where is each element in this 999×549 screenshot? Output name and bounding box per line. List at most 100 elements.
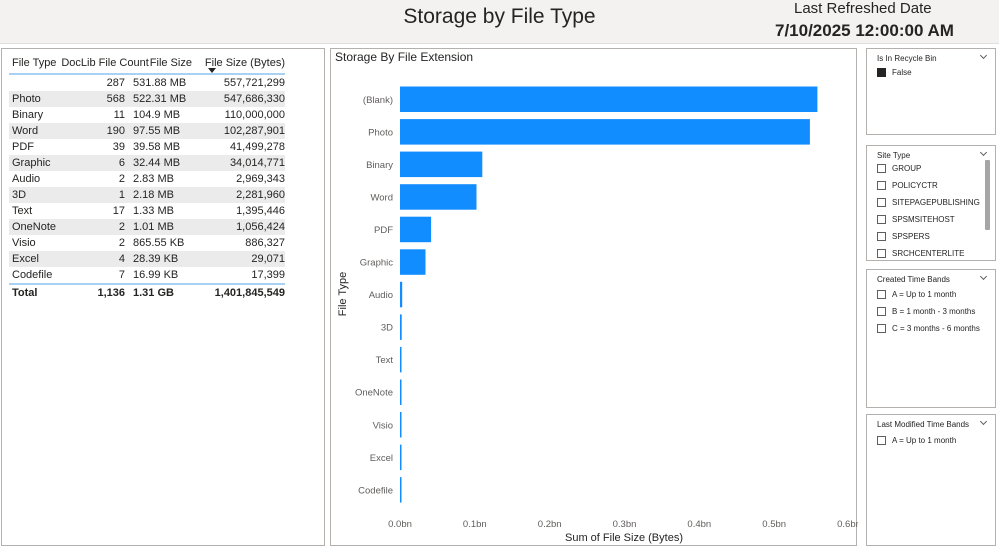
slicer-created-time-bands[interactable]: Created Time Bands A = Up to 1 month B = … bbox=[866, 269, 996, 408]
table-row[interactable]: Excel 4 28.39 KB 29,071 bbox=[9, 251, 285, 267]
table-row[interactable]: Graphic 6 32.44 MB 34,014,771 bbox=[9, 155, 285, 171]
slicer-title: Last Modified Time Bands bbox=[877, 420, 970, 429]
table[interactable]: File Type DocLib File Count File Size Fi… bbox=[9, 53, 285, 301]
cell-file-size: 1.33 MB bbox=[133, 205, 174, 217]
bar[interactable] bbox=[400, 86, 818, 113]
slicer-option-label: GROUP bbox=[892, 163, 922, 173]
table-row[interactable]: 3D 1 2.18 MB 2,281,960 bbox=[9, 187, 285, 203]
slicer-option[interactable]: False bbox=[877, 66, 912, 78]
chevron-down-icon[interactable] bbox=[979, 148, 988, 157]
table-row[interactable]: Codefile 7 16.99 KB 17,399 bbox=[9, 267, 285, 283]
bar[interactable] bbox=[400, 412, 402, 438]
checkbox-icon[interactable] bbox=[877, 435, 886, 445]
table-row[interactable]: Photo 568 522.31 MB 547,686,330 bbox=[9, 91, 285, 107]
cell-file-type: Codefile bbox=[12, 269, 53, 281]
column-header-file-size-bytes[interactable]: File Size (Bytes) bbox=[204, 57, 285, 69]
cell-file-size: 16.99 KB bbox=[133, 269, 179, 281]
column-header-file-size[interactable]: File Size bbox=[149, 57, 192, 69]
slicer-site-type[interactable]: Site Type GROUP POLICYCTR SITEPAGEPUBLISHI… bbox=[866, 145, 996, 261]
bar[interactable] bbox=[400, 216, 432, 243]
cell-file-size-bytes: 2,969,343 bbox=[236, 173, 285, 185]
bar[interactable] bbox=[400, 444, 402, 471]
bar[interactable] bbox=[400, 346, 402, 373]
table-row[interactable]: Visio 2 865.55 KB 886,327 bbox=[9, 235, 285, 251]
cell-file-size-bytes: 102,287,901 bbox=[223, 125, 285, 137]
bar[interactable] bbox=[400, 119, 810, 145]
cell-doclib-file-count: 6 bbox=[118, 157, 125, 169]
slicer-title: Created Time Bands bbox=[877, 275, 950, 284]
last-refreshed-label: Last Refreshed Date bbox=[794, 0, 932, 17]
checkbox-checked-icon[interactable] bbox=[877, 67, 886, 77]
storage-by-extension-chart[interactable]: Storage By File Extension (Blank) Photo Bi… bbox=[330, 48, 858, 546]
cell-file-size-bytes: 29,071 bbox=[251, 253, 285, 265]
bar[interactable] bbox=[400, 184, 477, 210]
checkbox-icon[interactable] bbox=[877, 163, 886, 173]
checkbox-icon[interactable] bbox=[877, 180, 886, 190]
checkbox-icon[interactable] bbox=[877, 197, 886, 207]
chevron-down-icon[interactable] bbox=[979, 272, 988, 281]
last-refreshed-value: 7/10/2025 12:00:00 AM bbox=[775, 21, 954, 40]
checkbox-icon[interactable] bbox=[877, 323, 886, 333]
checkbox-icon[interactable] bbox=[877, 306, 886, 316]
slicer-option-label: A = Up to 1 month bbox=[892, 289, 957, 299]
slicer-option[interactable]: SITEPAGEPUBLISHING bbox=[877, 196, 980, 208]
table-row[interactable]: Text 17 1.33 MB 1,395,446 bbox=[9, 203, 285, 219]
column-header-doclib-file-count[interactable]: DocLib File Count bbox=[61, 57, 149, 69]
column-header-file-type[interactable]: File Type bbox=[12, 57, 57, 69]
cell-file-size-bytes: 110,000,000 bbox=[224, 109, 285, 121]
total-label: Total bbox=[12, 287, 38, 299]
bar[interactable] bbox=[400, 314, 402, 340]
table-row[interactable]: Audio 2 2.83 MB 2,969,343 bbox=[9, 171, 285, 187]
cell-file-size: 865.55 KB bbox=[133, 237, 185, 249]
checkbox-icon[interactable] bbox=[877, 214, 886, 224]
checkbox-icon[interactable] bbox=[877, 231, 886, 241]
bar[interactable] bbox=[400, 477, 402, 503]
table-row[interactable]: Binary 11 104.9 MB 110,000,000 bbox=[9, 107, 285, 123]
y-tick-label: Codefile bbox=[358, 485, 393, 496]
x-tick-label: 0.6bn bbox=[837, 519, 858, 530]
sort-descending-icon[interactable] bbox=[208, 68, 216, 73]
y-axis-title: File Type bbox=[337, 272, 349, 316]
file-type-table-visual[interactable]: File Type DocLib File Count File Size Fi… bbox=[1, 48, 325, 546]
bar[interactable] bbox=[400, 249, 426, 275]
slicer-option-label: A = Up to 1 month bbox=[892, 435, 957, 445]
slicer-option[interactable]: A = Up to 1 month bbox=[877, 288, 956, 300]
slicer-option[interactable]: C = 3 months - 6 months bbox=[877, 322, 980, 334]
table-row[interactable]: PDF 39 39.58 MB 41,499,278 bbox=[9, 139, 285, 155]
bar[interactable] bbox=[400, 281, 403, 308]
slicer-option-label: SITEPAGEPUBLISHING bbox=[892, 197, 980, 207]
slicer-is-in-recycle-bin[interactable]: Is In Recycle Bin False bbox=[866, 48, 996, 135]
slicer-option[interactable]: SRCHCENTERLITE bbox=[877, 247, 964, 259]
slicer-option[interactable]: SPSMSITEHOST bbox=[877, 213, 955, 225]
table-row[interactable]: 287 531.88 MB 557,721,299 bbox=[9, 75, 285, 91]
slicer-last-modified-time-bands[interactable]: Last Modified Time Bands A = Up to 1 mon… bbox=[866, 414, 996, 546]
slicer-option[interactable]: GROUP bbox=[877, 162, 921, 174]
cell-doclib-file-count: 190 bbox=[106, 125, 125, 137]
slicer-scrollbar[interactable] bbox=[985, 160, 990, 230]
cell-file-size: 97.55 MB bbox=[133, 125, 181, 137]
chevron-down-icon[interactable] bbox=[979, 51, 988, 60]
slicer-title: Is In Recycle Bin bbox=[877, 54, 937, 63]
bar[interactable] bbox=[400, 379, 402, 406]
cell-file-type: 3D bbox=[12, 189, 27, 201]
cell-doclib-file-count: 7 bbox=[118, 269, 125, 281]
checkbox-icon[interactable] bbox=[877, 248, 886, 258]
cell-doclib-file-count: 2 bbox=[118, 221, 125, 233]
table-row[interactable]: OneNote 2 1.01 MB 1,056,424 bbox=[9, 219, 285, 235]
cell-file-size: 522.31 MB bbox=[133, 93, 187, 105]
cell-doclib-file-count: 4 bbox=[118, 253, 125, 265]
slicer-option[interactable]: POLICYCTR bbox=[877, 179, 938, 191]
table-row[interactable]: Word 190 97.55 MB 102,287,901 bbox=[9, 123, 285, 139]
slicer-option[interactable]: B = 1 month - 3 months bbox=[877, 305, 975, 317]
cell-file-type: Text bbox=[12, 205, 33, 217]
chevron-down-icon[interactable] bbox=[979, 417, 988, 426]
report-header: Storage by File Type Last Refreshed Date… bbox=[0, 0, 999, 44]
bar[interactable] bbox=[400, 151, 483, 178]
y-tick-label: Excel bbox=[370, 453, 393, 464]
slicer-option[interactable]: A = Up to 1 month bbox=[877, 434, 956, 446]
checkbox-icon[interactable] bbox=[877, 289, 886, 299]
cell-doclib-file-count: 39 bbox=[112, 141, 125, 153]
slicer-option-label: SPSMSITEHOST bbox=[892, 214, 955, 224]
slicer-option[interactable]: SPSPERS bbox=[877, 230, 930, 242]
y-tick-label: OneNote bbox=[355, 388, 393, 399]
